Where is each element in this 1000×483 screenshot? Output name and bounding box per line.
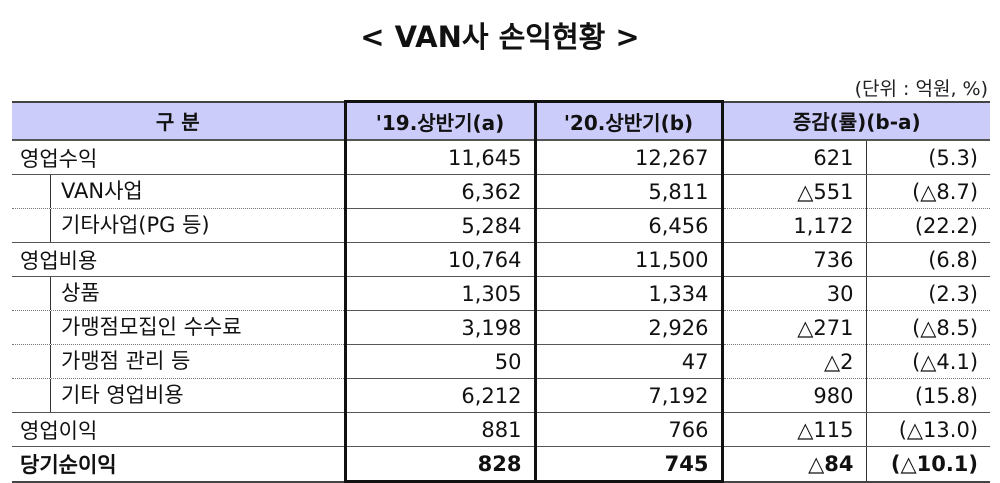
cell-diff: 30	[722, 276, 866, 311]
cell-diff: 980	[722, 378, 866, 413]
row-label: 기타 영업비용	[50, 379, 332, 412]
table-row: 가맹점 관리 등 50 47 △2 (△4.1)	[12, 344, 991, 379]
cell-rate: (2.3)	[865, 276, 991, 311]
cell-a: 11,645	[343, 140, 537, 175]
header-2020h1: '20.상반기(b)	[535, 100, 724, 141]
cell-rate: (5.3)	[865, 140, 991, 175]
row-label: 가맹점모집인 수수료	[50, 311, 332, 344]
cell-b: 2,926	[535, 310, 724, 345]
header-row: 구 분 '19.상반기(a) '20.상반기(b) 증감(률)(b-a)	[12, 100, 991, 141]
cell-a: 5,284	[343, 208, 537, 243]
cell-diff: 621	[722, 140, 866, 175]
unit-note: (단위 : 억원, %)	[854, 78, 988, 100]
cell-diff: 736	[722, 242, 866, 277]
row-label: 기타사업(PG 등)	[50, 209, 332, 242]
table-row: 상품 1,305 1,334 30 (2.3)	[12, 276, 991, 311]
row-label: 상품	[50, 277, 332, 310]
cell-a: 3,198	[343, 310, 537, 345]
row-label: VAN사업	[50, 175, 332, 208]
cell-b: 7,192	[535, 378, 724, 413]
cell-a: 1,305	[343, 276, 537, 311]
page-title: < VAN사 손익현황 >	[360, 20, 640, 54]
cell-b: 1,334	[535, 276, 724, 311]
table-row: 기타사업(PG 등) 5,284 6,456 1,172 (22.2)	[12, 208, 991, 243]
cell-diff: △271	[722, 310, 866, 345]
cell-rate: (△8.7)	[865, 174, 991, 209]
pl-table: 구 분 '19.상반기(a) '20.상반기(b) 증감(률)(b-a) 영업수…	[12, 100, 991, 483]
header-category: 구 분	[12, 100, 345, 141]
cell-rate: (6.8)	[865, 242, 991, 277]
cell-diff: △551	[722, 174, 866, 209]
cell-a: 881	[343, 412, 537, 447]
cell-b: 745	[535, 446, 724, 483]
cell-a: 50	[343, 344, 537, 379]
cell-b: 11,500	[535, 242, 724, 277]
cell-rate: (15.8)	[865, 378, 991, 413]
table-row: 영업수익 11,645 12,267 621 (5.3)	[12, 140, 991, 175]
cell-b: 5,811	[535, 174, 724, 209]
cell-rate: (△10.1)	[865, 446, 991, 483]
cell-a: 10,764	[343, 242, 537, 277]
row-label: 영업수익	[12, 140, 345, 175]
table-row: 영업비용 10,764 11,500 736 (6.8)	[12, 242, 991, 277]
table-row: 영업이익 881 766 △115 (△13.0)	[12, 412, 991, 447]
cell-b: 12,267	[535, 140, 724, 175]
row-label: 영업이익	[12, 412, 345, 447]
cell-b: 6,456	[535, 208, 724, 243]
cell-b: 766	[535, 412, 724, 447]
cell-diff: △115	[722, 412, 866, 447]
table-row: 가맹점모집인 수수료 3,198 2,926 △271 (△8.5)	[12, 310, 991, 345]
row-label: 가맹점 관리 등	[50, 345, 332, 378]
row-label: 당기순이익	[12, 446, 345, 483]
cell-b: 47	[535, 344, 724, 379]
cell-a: 6,212	[343, 378, 537, 413]
cell-rate: (△4.1)	[865, 344, 991, 379]
header-change: 증감(률)(b-a)	[722, 100, 991, 141]
header-2019h1: '19.상반기(a)	[343, 100, 537, 141]
table-row: 기타 영업비용 6,212 7,192 980 (15.8)	[12, 378, 991, 413]
cell-diff: 1,172	[722, 208, 866, 243]
cell-a: 828	[343, 446, 537, 483]
table-row: VAN사업 6,362 5,811 △551 (△8.7)	[12, 174, 991, 209]
cell-diff: △84	[722, 446, 866, 483]
row-label: 영업비용	[12, 242, 345, 277]
cell-a: 6,362	[343, 174, 537, 209]
cell-rate: (22.2)	[865, 208, 991, 243]
cell-rate: (△13.0)	[865, 412, 991, 447]
cell-diff: △2	[722, 344, 866, 379]
table-row-total: 당기순이익 828 745 △84 (△10.1)	[12, 446, 991, 483]
cell-rate: (△8.5)	[865, 310, 991, 345]
